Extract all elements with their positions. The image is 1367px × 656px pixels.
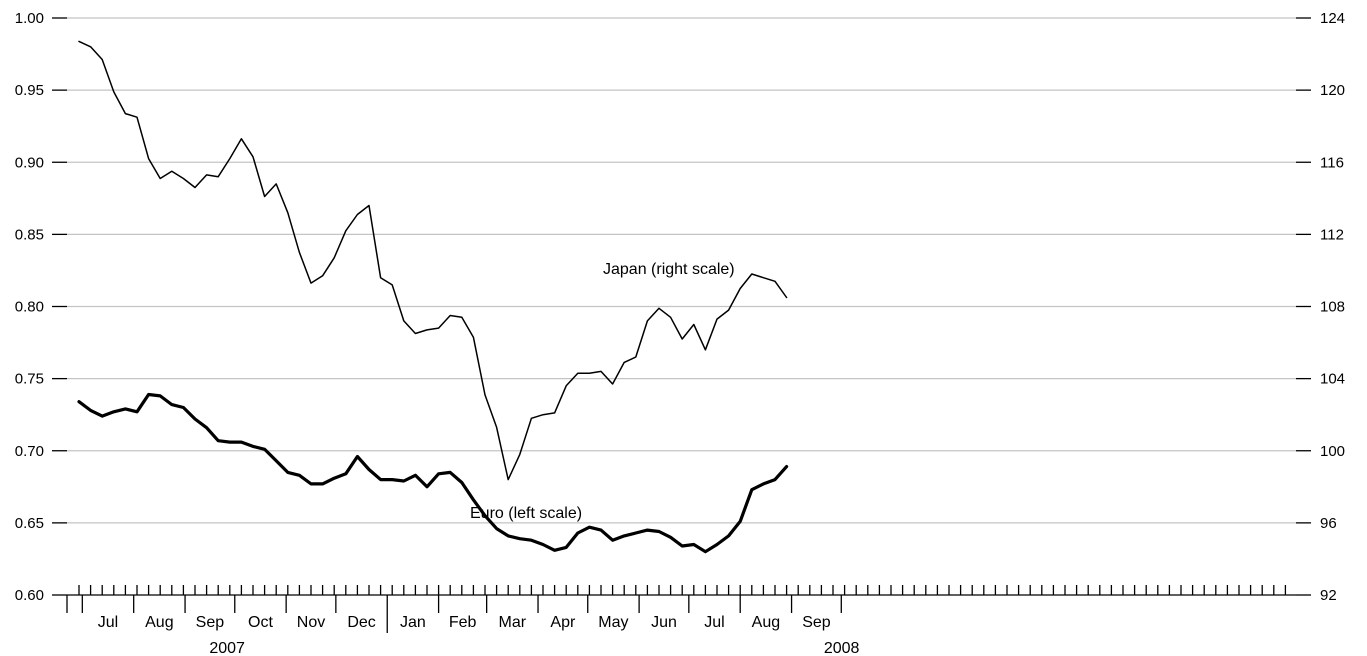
month-label: Mar [499, 614, 527, 631]
right-tick-label: 108 [1320, 299, 1345, 316]
month-label: Aug [752, 614, 780, 631]
series-lines [77, 40, 789, 554]
right-tick-label: 112 [1320, 226, 1344, 243]
left-tick-label: 0.65 [15, 515, 44, 532]
gridlines [67, 17, 1296, 524]
month-label: May [598, 614, 628, 631]
axes: 0.60 92 0.65 96 0.70 100 0.75 104 0.80 108 0.85 112… [15, 10, 1345, 656]
year-label: 2007 [209, 640, 245, 656]
month-label: Jan [400, 614, 426, 631]
japan-line [78, 40, 788, 481]
month-label: Sep [802, 614, 831, 631]
month-label: Sep [196, 614, 225, 631]
month-label: Dec [347, 614, 375, 631]
euro-series-label: Euro (left scale) [470, 505, 582, 522]
right-tick-label: 104 [1320, 371, 1345, 388]
right-tick-label: 92 [1320, 587, 1337, 604]
left-tick-label: 1.00 [15, 10, 44, 27]
right-tick-label: 116 [1320, 154, 1344, 171]
year-label: 2008 [824, 640, 860, 656]
left-tick-label: 0.95 [15, 82, 44, 99]
left-tick-label: 0.80 [15, 299, 44, 316]
month-label: Jun [651, 614, 677, 631]
month-label: Oct [248, 614, 273, 631]
left-tick-label: 0.90 [15, 154, 44, 171]
month-label: Apr [550, 614, 576, 631]
left-tick-label: 0.60 [15, 587, 44, 604]
japan-series-label: Japan (right scale) [603, 261, 735, 278]
month-label: Feb [449, 614, 477, 631]
month-label: Aug [145, 614, 173, 631]
euro-line [77, 392, 789, 554]
right-tick-label: 96 [1320, 515, 1337, 532]
left-tick-label: 0.75 [15, 371, 44, 388]
right-tick-label: 124 [1320, 10, 1345, 27]
month-label: Nov [297, 614, 325, 631]
month-label: Jul [98, 614, 118, 631]
left-tick-label: 0.70 [15, 443, 44, 460]
month-label: Jul [704, 614, 724, 631]
left-tick-label: 0.85 [15, 226, 44, 243]
right-tick-label: 120 [1320, 82, 1345, 99]
right-tick-label: 100 [1320, 443, 1345, 460]
